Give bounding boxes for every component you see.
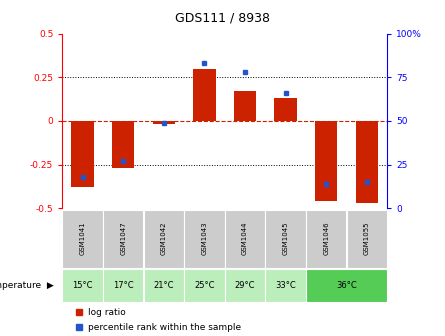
Text: GDS111 / 8938: GDS111 / 8938 [175, 12, 270, 25]
Bar [347, 210, 387, 267]
Text: 33°C: 33°C [275, 281, 296, 290]
Bar [62, 210, 103, 267]
Bar [144, 210, 184, 267]
Text: 36°C: 36°C [336, 281, 357, 290]
Bar [103, 269, 143, 302]
Bar [153, 121, 175, 124]
Text: GSM1041: GSM1041 [80, 222, 85, 255]
Text: 15°C: 15°C [73, 281, 93, 290]
Text: 17°C: 17°C [113, 281, 134, 290]
Text: GSM1047: GSM1047 [120, 222, 126, 255]
Text: temperature  ▶: temperature ▶ [0, 281, 53, 290]
Text: 21°C: 21°C [154, 281, 174, 290]
Text: GSM1043: GSM1043 [202, 222, 207, 255]
Bar [234, 91, 256, 121]
Bar [306, 269, 387, 302]
Bar [193, 69, 215, 121]
Text: GSM1055: GSM1055 [364, 222, 370, 255]
Bar [265, 210, 306, 267]
Bar [306, 210, 347, 267]
Bar [275, 98, 297, 121]
Bar [225, 210, 265, 267]
Bar [356, 121, 378, 203]
Text: GSM1042: GSM1042 [161, 222, 167, 255]
Text: GSM1044: GSM1044 [242, 222, 248, 255]
Bar [62, 269, 103, 302]
Text: GSM1045: GSM1045 [283, 222, 289, 255]
Bar [315, 121, 337, 201]
Bar [184, 210, 225, 267]
Bar [72, 121, 94, 187]
Text: percentile rank within the sample: percentile rank within the sample [88, 323, 242, 332]
Text: GSM1046: GSM1046 [323, 222, 329, 255]
Bar [265, 269, 306, 302]
Bar [112, 121, 134, 168]
Bar [184, 269, 225, 302]
Text: 25°C: 25°C [194, 281, 214, 290]
Bar [144, 269, 184, 302]
Bar [225, 269, 265, 302]
Text: log ratio: log ratio [88, 308, 126, 317]
Bar [103, 210, 143, 267]
Text: 29°C: 29°C [235, 281, 255, 290]
